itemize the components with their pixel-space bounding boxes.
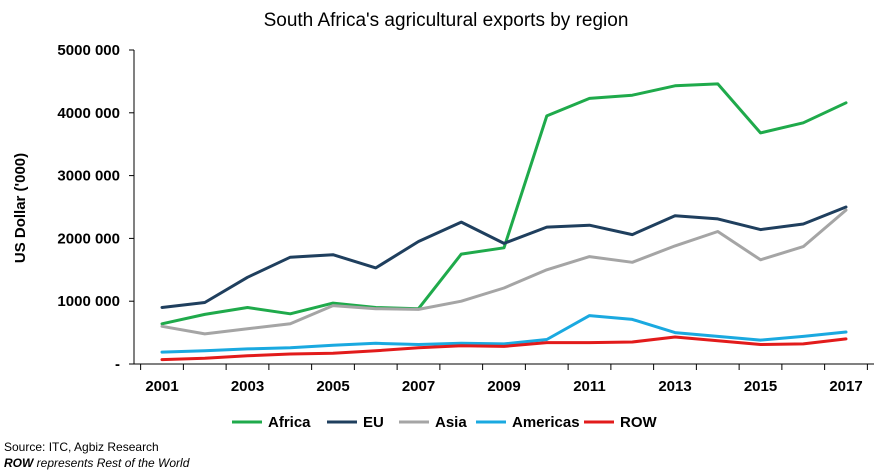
legend-label-asia: Asia [435,414,467,431]
row-footnote: ROW represents Rest of the World [4,456,189,471]
x-tick-label: 2013 [658,378,691,395]
series-line-row [160,335,848,362]
legend-label-eu: EU [363,414,384,431]
y-tick-label: 2000 000 [57,230,120,247]
legend: Africa EU Asia Americas ROW [232,414,658,431]
row-footnote-text: represents Rest of the World [33,456,190,470]
series-lines [160,82,848,362]
series-line-americas [160,314,848,354]
x-tick-label: 2015 [744,378,777,395]
legend-label-row: ROW [620,414,658,431]
series-line-africa [160,82,848,326]
x-tick-label: 2001 [145,378,178,395]
y-tick-label: 4000 000 [57,105,120,122]
y-axis: - 1000 000 2000 000 3000 000 4000 000 5000 00… [57,42,134,373]
x-tick-label: 2003 [231,378,264,395]
chart-title: South Africa's agricultural exports by r… [264,10,629,31]
legend-label-africa: Africa [268,414,311,431]
y-tick-label: 5000 000 [57,42,120,59]
source-note: Source: ITC, Agbiz Research [4,440,159,454]
y-axis-label: US Dollar ('000) [12,153,29,263]
x-tick-label: 2007 [402,378,435,395]
x-tick-label: 2011 [573,378,606,395]
legend-label-americas: Americas [512,414,580,431]
x-axis: 2001 2003 2005 2007 2009 2011 2013 2015 2017 [140,364,868,395]
x-tick-label: 2017 [829,378,862,395]
y-tick-label: - [115,356,120,373]
x-tick-label: 2009 [487,378,520,395]
y-tick-label: 3000 000 [57,168,120,185]
y-tick-label: 1000 000 [57,293,120,310]
row-abbreviation: ROW [4,456,34,470]
series-line-eu [160,205,848,309]
x-tick-label: 2005 [316,378,349,395]
series-line-asia [160,208,848,336]
